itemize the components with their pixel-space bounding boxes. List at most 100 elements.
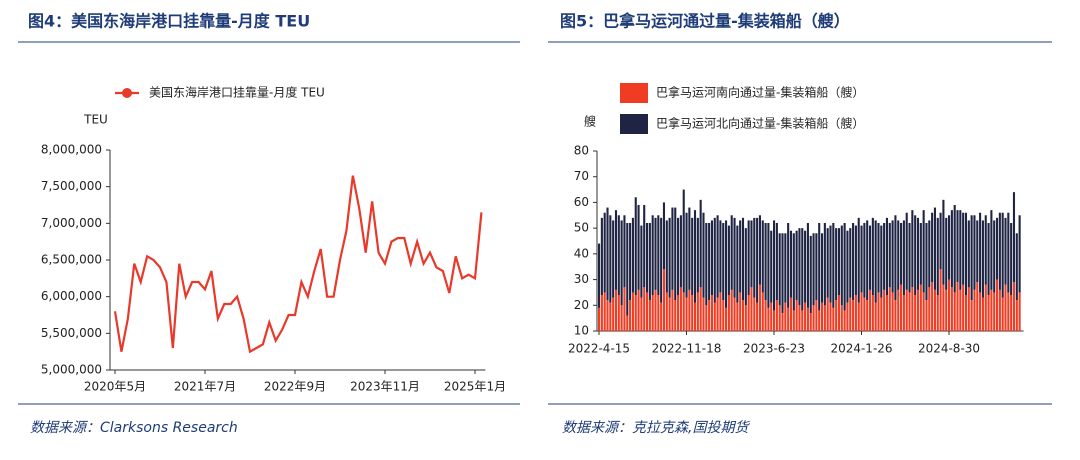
y-tick-label: 10 <box>574 324 589 338</box>
bar-segment <box>710 295 714 331</box>
bar-segment <box>753 217 756 298</box>
bar-segment <box>950 287 953 331</box>
bar-segment <box>970 215 973 301</box>
bar-segment <box>976 220 979 283</box>
bar-segment <box>798 228 801 306</box>
bar-segment <box>739 220 742 293</box>
legend-swatch <box>620 83 648 103</box>
bar-segment <box>939 212 942 270</box>
bar-segment <box>852 300 855 331</box>
x-tick-label: 2022-4-15 <box>568 342 630 356</box>
bar-segment <box>995 279 999 331</box>
bar-segment <box>916 217 920 290</box>
bar-segment <box>685 297 688 331</box>
bar-segment <box>767 223 770 308</box>
bar-segment <box>852 223 855 301</box>
bar-segment <box>964 295 968 331</box>
bar-segment <box>953 205 956 293</box>
bar-segment <box>789 230 793 298</box>
bar-segment <box>820 302 824 331</box>
bar-segment <box>990 210 993 290</box>
bar-segment <box>908 292 911 331</box>
bar-segment <box>860 225 863 293</box>
bar-segment <box>775 223 778 301</box>
bar-segment <box>758 284 761 331</box>
bar-segment <box>812 233 815 306</box>
bar-segment <box>868 225 872 290</box>
bar-segment <box>722 300 725 331</box>
bar-segment <box>902 295 905 331</box>
bar-segment <box>629 223 632 301</box>
bar-segment <box>804 302 807 331</box>
bar-segment <box>679 287 682 331</box>
bar-segment <box>795 230 798 301</box>
bar-segment <box>722 223 725 301</box>
bar-segment <box>648 300 651 331</box>
bar-segment <box>600 217 603 295</box>
bar-segment <box>835 228 838 301</box>
bar-segment <box>778 233 781 306</box>
bar-segment <box>756 302 759 331</box>
bar-segment <box>829 225 832 303</box>
bar-segment <box>781 313 784 331</box>
bar-segment <box>857 302 860 331</box>
bar-segment <box>1007 292 1010 331</box>
bar-segment <box>815 300 818 331</box>
bar-segment <box>685 212 688 298</box>
y-tick-label: 6,000,000 <box>41 289 102 303</box>
bar-segment <box>629 300 632 331</box>
bar-segment <box>612 297 615 331</box>
bar-segment <box>671 207 674 290</box>
bar-segment <box>609 302 612 331</box>
bar-segment <box>778 305 781 331</box>
bar-segment <box>976 282 979 331</box>
bar-segment <box>795 300 798 331</box>
bar-segment <box>950 210 953 288</box>
bar-segment <box>970 300 973 331</box>
panel-title: 图4：美国东海岸港口挂靠量-月度 TEU <box>28 12 310 31</box>
y-tick-label: 70 <box>574 169 589 183</box>
bar-segment <box>902 220 905 295</box>
bar-segment <box>840 225 843 306</box>
bar-segment <box>894 215 897 301</box>
bar-segment <box>964 212 968 295</box>
bar-segment <box>1012 282 1016 331</box>
bar-segment <box>747 295 750 331</box>
bar-segment <box>956 282 959 331</box>
bar-segment <box>1015 300 1018 331</box>
bar-segment <box>900 223 903 285</box>
y-tick-label: 80 <box>574 144 589 158</box>
bar-segment <box>612 220 615 298</box>
bar-segment <box>787 223 790 308</box>
bar-segment <box>936 217 939 295</box>
bar-segment <box>631 292 634 331</box>
bar-segment <box>713 302 716 331</box>
bar-segment <box>662 269 666 331</box>
bar-segment <box>936 295 939 331</box>
y-tick-label: 50 <box>574 221 589 235</box>
bar-segment <box>702 212 705 298</box>
bar-segment <box>787 307 790 331</box>
y-tick-label: 60 <box>574 195 589 209</box>
bar-segment <box>741 300 745 331</box>
bar-segment <box>626 315 629 331</box>
bar-segment <box>914 295 917 331</box>
bar-segment <box>854 295 857 331</box>
bar-segment <box>837 228 841 295</box>
bar-segment <box>691 217 694 295</box>
x-tick-label: 2022-11-18 <box>652 342 722 356</box>
bar-segment <box>871 295 874 331</box>
bar-segment <box>708 223 711 301</box>
legend-label: 巴拿马运河南向通过量-集装箱船（艘） <box>656 85 864 100</box>
bar-segment <box>665 220 668 293</box>
bar-segment <box>699 199 702 288</box>
bar-segment <box>727 295 730 331</box>
bar-segment <box>634 295 637 331</box>
bar-segment <box>1018 215 1021 293</box>
bar-segment <box>953 292 956 331</box>
x-tick-label: 2024-1-26 <box>830 342 892 356</box>
x-tick-label: 2020年5月 <box>84 380 146 394</box>
bar-segment <box>815 233 818 301</box>
bar-segment <box>643 287 646 331</box>
